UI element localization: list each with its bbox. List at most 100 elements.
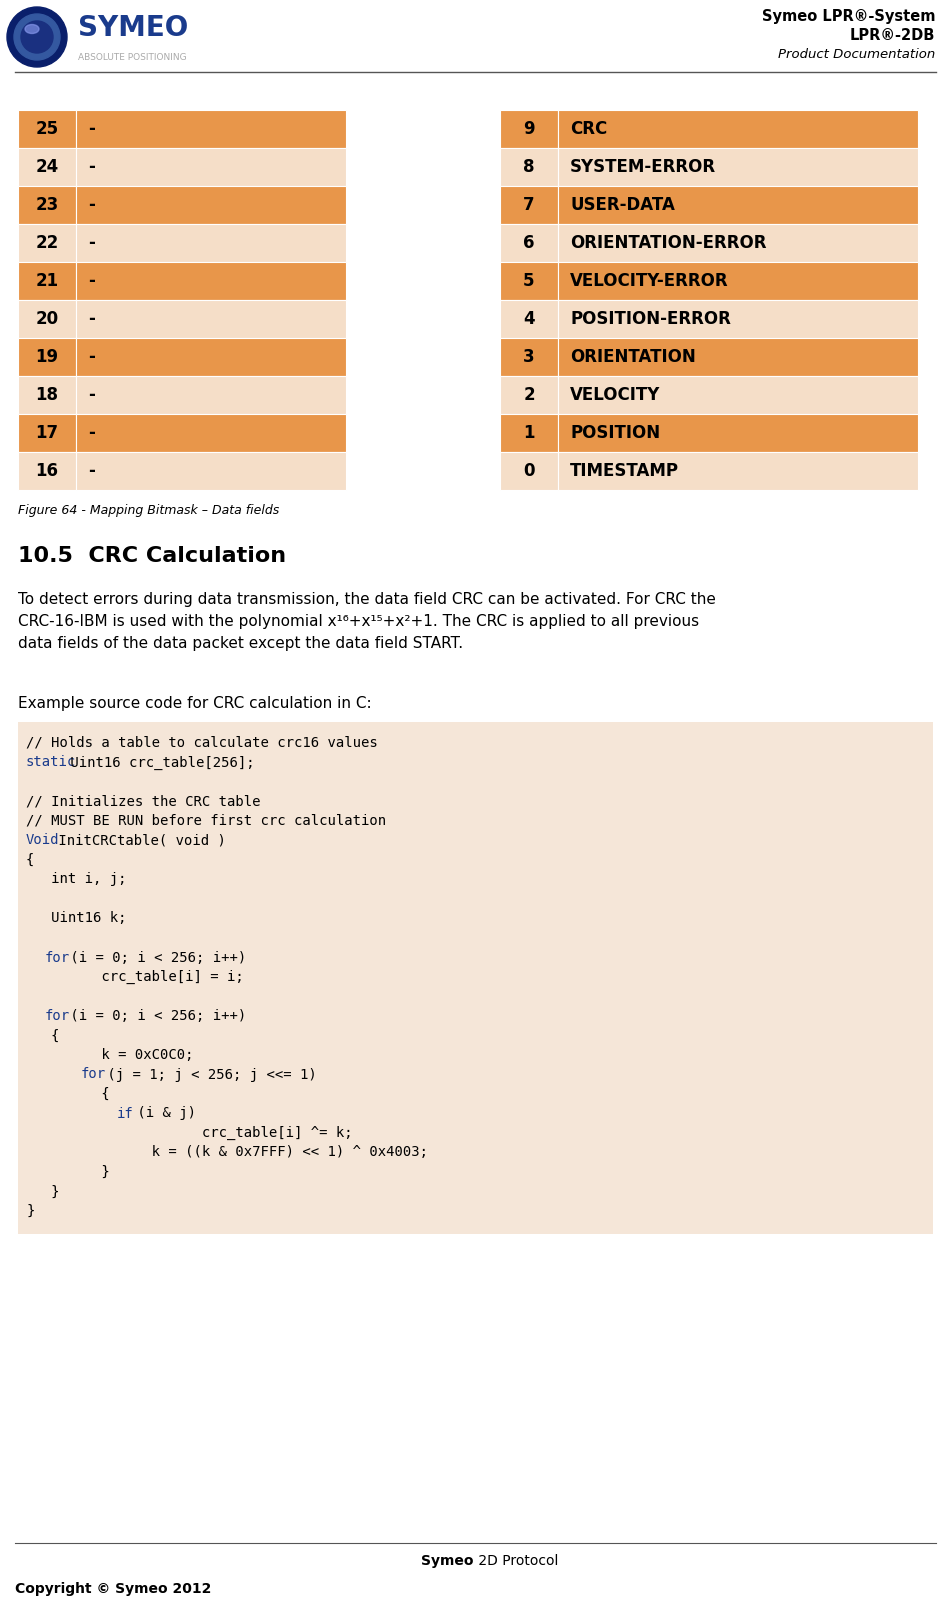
- Text: POSITION-ERROR: POSITION-ERROR: [570, 310, 731, 328]
- Bar: [76, 414, 346, 452]
- Text: -: -: [88, 197, 95, 214]
- Bar: [500, 339, 558, 376]
- Text: To detect errors during data transmission, the data field CRC can be activated. : To detect errors during data transmissio…: [18, 591, 716, 607]
- Text: 8: 8: [523, 158, 534, 176]
- Bar: [500, 185, 558, 224]
- Text: POSITION: POSITION: [570, 423, 660, 443]
- Text: Symeo LPR®-System: Symeo LPR®-System: [762, 10, 935, 24]
- Text: ORIENTATION: ORIENTATION: [570, 348, 696, 366]
- Text: 7: 7: [523, 197, 534, 214]
- Text: -: -: [88, 387, 95, 404]
- Bar: [500, 452, 558, 491]
- Text: data fields of the data packet except the data field START.: data fields of the data packet except th…: [18, 636, 463, 650]
- Text: {: {: [26, 1087, 109, 1101]
- Text: Example source code for CRC calculation in C:: Example source code for CRC calculation …: [18, 697, 372, 711]
- Text: VELOCITY: VELOCITY: [570, 387, 660, 404]
- Bar: [558, 224, 918, 262]
- Bar: [558, 376, 918, 414]
- Text: -: -: [88, 233, 95, 252]
- Text: 4: 4: [523, 310, 534, 328]
- Text: 17: 17: [35, 423, 59, 443]
- Text: 21: 21: [35, 272, 59, 289]
- Text: k = 0xC0C0;: k = 0xC0C0;: [26, 1048, 193, 1063]
- Text: 9: 9: [523, 120, 534, 137]
- Text: (i = 0; i < 256; i++): (i = 0; i < 256; i++): [63, 951, 246, 965]
- Text: -: -: [88, 310, 95, 328]
- Text: 2: 2: [523, 387, 534, 404]
- Text: for: for: [81, 1067, 106, 1082]
- Text: 24: 24: [35, 158, 59, 176]
- Text: Uint16 crc_table[256];: Uint16 crc_table[256];: [63, 756, 255, 770]
- Ellipse shape: [25, 24, 39, 34]
- Text: 20: 20: [35, 310, 59, 328]
- Text: k = ((k & 0x7FFF) << 1) ^ 0x4003;: k = ((k & 0x7FFF) << 1) ^ 0x4003;: [26, 1146, 428, 1160]
- Bar: [558, 452, 918, 491]
- Text: if: if: [117, 1106, 133, 1120]
- Text: 22: 22: [35, 233, 59, 252]
- Bar: [18, 300, 76, 339]
- Circle shape: [21, 21, 53, 53]
- Bar: [18, 149, 76, 185]
- Bar: [76, 110, 346, 149]
- Text: // Holds a table to calculate crc16 values: // Holds a table to calculate crc16 valu…: [26, 737, 378, 749]
- Text: (i & j): (i & j): [128, 1106, 196, 1120]
- Bar: [76, 149, 346, 185]
- Bar: [76, 185, 346, 224]
- Circle shape: [14, 14, 60, 61]
- Bar: [18, 722, 933, 1234]
- Bar: [18, 262, 76, 300]
- Text: USER-DATA: USER-DATA: [570, 197, 675, 214]
- Text: 18: 18: [35, 387, 59, 404]
- Bar: [558, 414, 918, 452]
- Text: // Initializes the CRC table: // Initializes the CRC table: [26, 794, 261, 809]
- Bar: [500, 110, 558, 149]
- Bar: [18, 185, 76, 224]
- Bar: [76, 300, 346, 339]
- Text: 16: 16: [35, 462, 59, 479]
- Bar: [558, 185, 918, 224]
- Text: InitCRCtable( void ): InitCRCtable( void ): [50, 834, 226, 847]
- Text: -: -: [88, 423, 95, 443]
- Bar: [558, 110, 918, 149]
- Text: 19: 19: [35, 348, 59, 366]
- Text: (i = 0; i < 256; i++): (i = 0; i < 256; i++): [63, 1008, 246, 1023]
- Text: -: -: [88, 120, 95, 137]
- Bar: [500, 262, 558, 300]
- Text: for: for: [44, 1008, 69, 1023]
- Text: VELOCITY-ERROR: VELOCITY-ERROR: [570, 272, 728, 289]
- Text: 3: 3: [523, 348, 534, 366]
- Text: SYSTEM-ERROR: SYSTEM-ERROR: [570, 158, 716, 176]
- Text: 5: 5: [523, 272, 534, 289]
- Text: -: -: [88, 462, 95, 479]
- Bar: [558, 300, 918, 339]
- Bar: [558, 262, 918, 300]
- Text: crc_table[i] ^= k;: crc_table[i] ^= k;: [26, 1127, 353, 1139]
- Bar: [76, 224, 346, 262]
- Bar: [76, 376, 346, 414]
- Text: // MUST BE RUN before first crc calculation: // MUST BE RUN before first crc calculat…: [26, 813, 386, 828]
- Text: LPR®-2DB: LPR®-2DB: [849, 29, 935, 43]
- Text: -: -: [88, 158, 95, 176]
- Bar: [18, 224, 76, 262]
- Text: 23: 23: [35, 197, 59, 214]
- Bar: [18, 376, 76, 414]
- Text: }: }: [26, 1203, 34, 1218]
- Bar: [18, 110, 76, 149]
- Text: ABSOLUTE POSITIONING: ABSOLUTE POSITIONING: [78, 53, 186, 61]
- Text: 6: 6: [523, 233, 534, 252]
- Text: ORIENTATION-ERROR: ORIENTATION-ERROR: [570, 233, 767, 252]
- Text: static: static: [26, 756, 76, 770]
- Bar: [76, 262, 346, 300]
- Bar: [18, 452, 76, 491]
- Text: (j = 1; j < 256; j <<= 1): (j = 1; j < 256; j <<= 1): [99, 1067, 317, 1082]
- Bar: [18, 339, 76, 376]
- Text: SYMEO: SYMEO: [78, 14, 188, 42]
- Text: CRC-16-IBM is used with the polynomial x¹⁶+x¹⁵+x²+1. The CRC is applied to all p: CRC-16-IBM is used with the polynomial x…: [18, 614, 699, 630]
- Text: int i, j;: int i, j;: [26, 873, 126, 887]
- Text: for: for: [44, 951, 69, 965]
- Text: Void: Void: [26, 834, 60, 847]
- Text: Symeo: Symeo: [421, 1553, 474, 1568]
- Bar: [500, 149, 558, 185]
- Bar: [558, 339, 918, 376]
- Text: Product Documentation: Product Documentation: [778, 48, 935, 61]
